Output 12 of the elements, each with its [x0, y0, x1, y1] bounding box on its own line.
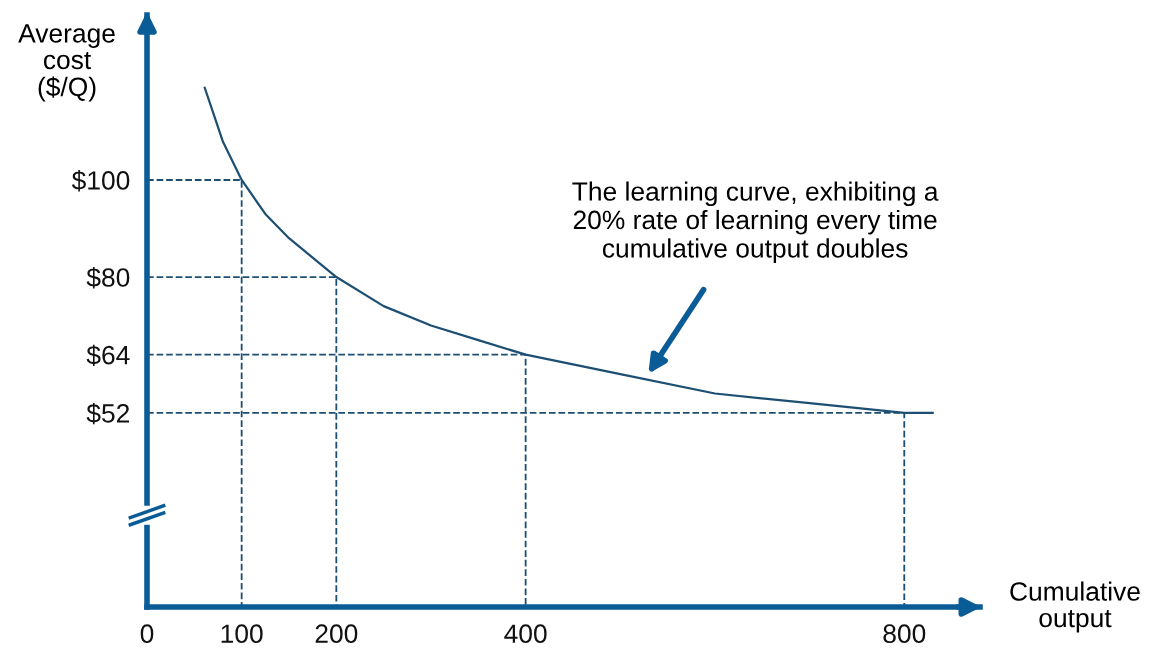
x-tick-label: 800	[883, 624, 926, 644]
y-tick-label: $80	[86, 267, 130, 289]
x-tick-label: 200	[315, 624, 358, 644]
annotation: The learning curve, exhibiting a 20% rate of learning every time cumulative output doubles	[572, 181, 939, 263]
y-axis-title: Average cost ($/Q)	[18, 24, 115, 102]
y-tick-label: $64	[86, 344, 130, 367]
y-tick-label: $52	[86, 402, 130, 425]
y-tick-label: $100	[71, 170, 130, 192]
x-tick-label: 400	[504, 624, 547, 644]
x-axis-title: Cumulative output	[1010, 581, 1140, 633]
x-tick-label: 0	[140, 624, 154, 644]
x-tick-label: 100	[221, 624, 263, 644]
